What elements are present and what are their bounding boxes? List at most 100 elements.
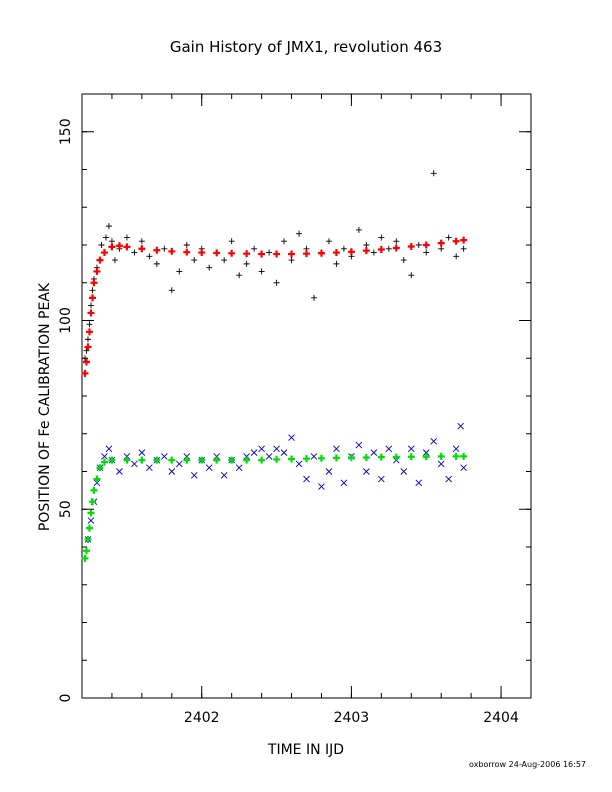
data-point xyxy=(81,355,88,362)
data-point xyxy=(423,249,430,256)
data-point xyxy=(422,453,430,461)
data-point xyxy=(288,250,296,258)
data-point xyxy=(131,249,138,256)
data-point xyxy=(100,249,108,257)
data-point xyxy=(332,454,340,462)
data-point xyxy=(370,249,377,256)
series-1 xyxy=(81,236,468,377)
data-point xyxy=(460,236,468,244)
data-point xyxy=(198,456,206,464)
data-point xyxy=(228,249,236,257)
y-tick-label: 50 xyxy=(58,500,74,518)
data-point xyxy=(407,453,415,461)
data-point xyxy=(168,468,176,475)
data-point xyxy=(93,475,101,483)
data-point xyxy=(138,449,146,456)
data-point xyxy=(116,468,123,475)
data-point xyxy=(355,441,363,449)
data-point xyxy=(88,498,96,506)
data-point xyxy=(90,486,98,494)
data-point xyxy=(377,453,385,461)
data-point xyxy=(415,479,423,487)
data-point xyxy=(317,249,325,257)
data-point xyxy=(273,455,281,463)
series-0 xyxy=(81,170,467,362)
data-point xyxy=(347,248,355,256)
data-point xyxy=(85,328,93,336)
data-point xyxy=(198,249,206,257)
data-point xyxy=(161,245,168,252)
data-point xyxy=(220,471,228,479)
data-point xyxy=(460,245,467,252)
data-point xyxy=(303,475,310,483)
data-point xyxy=(273,445,280,453)
data-point xyxy=(111,257,118,264)
x-tick-label: 2402 xyxy=(184,710,220,726)
series-3 xyxy=(81,452,468,562)
data-point xyxy=(280,449,288,456)
data-point xyxy=(105,223,112,230)
data-point xyxy=(213,249,221,257)
data-point xyxy=(175,460,183,468)
data-point xyxy=(93,267,101,275)
data-point xyxy=(213,453,221,460)
data-point xyxy=(281,238,288,245)
data-point xyxy=(407,243,415,251)
data-point xyxy=(377,246,385,254)
data-point xyxy=(138,245,146,253)
data-point xyxy=(385,245,392,252)
data-point xyxy=(288,257,295,264)
series-2 xyxy=(84,422,467,543)
data-point xyxy=(288,434,295,441)
data-point xyxy=(445,234,452,241)
data-point xyxy=(183,248,191,256)
data-point xyxy=(258,445,265,453)
data-point xyxy=(265,453,273,460)
data-point xyxy=(84,336,91,343)
data-point xyxy=(407,445,415,453)
data-point xyxy=(438,245,445,252)
data-point xyxy=(146,464,153,472)
data-point xyxy=(325,468,333,475)
data-point xyxy=(108,243,116,251)
data-point xyxy=(236,272,243,279)
data-point xyxy=(84,535,92,543)
data-point xyxy=(422,241,430,249)
data-point xyxy=(160,453,168,460)
data-point xyxy=(83,347,90,354)
data-point xyxy=(355,226,362,233)
data-point xyxy=(168,247,176,255)
data-point xyxy=(422,449,430,456)
data-point xyxy=(273,279,280,286)
plot-frame xyxy=(81,93,532,699)
data-point xyxy=(96,464,104,472)
y-axis-label: POSITION OF Fe CALIBRATION PEAK xyxy=(37,282,53,531)
data-point xyxy=(303,455,310,463)
data-point xyxy=(400,257,407,264)
data-point xyxy=(87,309,95,317)
data-point xyxy=(266,249,273,256)
data-point xyxy=(393,238,400,245)
data-point xyxy=(310,453,318,460)
data-point xyxy=(370,449,378,456)
data-point xyxy=(333,260,340,267)
footer-stamp: oxborrow 24-Aug-2006 16:57 xyxy=(469,760,586,769)
data-point xyxy=(123,243,131,251)
data-point xyxy=(437,239,445,247)
data-point xyxy=(131,460,138,468)
data-point xyxy=(333,445,340,453)
data-point xyxy=(102,234,109,241)
data-point xyxy=(318,483,325,490)
data-point xyxy=(153,260,160,267)
data-point xyxy=(138,238,145,245)
data-point xyxy=(378,234,385,241)
data-point xyxy=(87,302,94,309)
data-point xyxy=(100,458,108,466)
data-point xyxy=(89,287,96,294)
data-point xyxy=(86,321,93,328)
data-point xyxy=(363,468,370,475)
x-tick-label: 2404 xyxy=(483,710,519,726)
data-point xyxy=(258,456,266,464)
data-point xyxy=(87,517,95,524)
